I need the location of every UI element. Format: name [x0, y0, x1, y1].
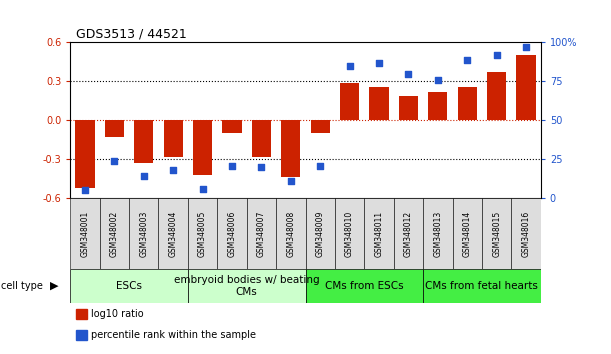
Bar	[70, 269, 188, 303]
Point	[433, 77, 443, 83]
Bar	[511, 198, 541, 269]
Point	[109, 158, 119, 164]
Text: cell type: cell type	[1, 281, 43, 291]
Bar	[423, 198, 453, 269]
Bar	[423, 269, 541, 303]
Bar	[100, 198, 129, 269]
Bar	[247, 198, 276, 269]
Point	[374, 60, 384, 65]
Bar	[516, 56, 536, 120]
Text: GSM348013: GSM348013	[433, 211, 442, 257]
Text: CMs from fetal hearts: CMs from fetal hearts	[425, 281, 538, 291]
Point	[227, 163, 237, 169]
Point	[80, 188, 90, 193]
Bar	[393, 198, 423, 269]
Text: GDS3513 / 44521: GDS3513 / 44521	[76, 28, 187, 41]
Text: GSM348007: GSM348007	[257, 210, 266, 257]
Bar	[281, 120, 301, 177]
Bar	[129, 198, 158, 269]
Bar	[487, 72, 506, 120]
Text: GSM348014: GSM348014	[463, 211, 472, 257]
Bar	[188, 269, 306, 303]
Point	[257, 164, 266, 170]
Point	[463, 57, 472, 62]
Text: GSM348006: GSM348006	[227, 210, 236, 257]
Bar	[428, 92, 447, 120]
Text: ESCs: ESCs	[116, 281, 142, 291]
Bar	[276, 198, 306, 269]
Text: GSM348012: GSM348012	[404, 211, 413, 257]
Bar	[306, 269, 423, 303]
Text: GSM348011: GSM348011	[375, 211, 384, 257]
Bar	[458, 87, 477, 120]
Text: embryoid bodies w/ beating
CMs: embryoid bodies w/ beating CMs	[174, 275, 320, 297]
Point	[492, 52, 502, 58]
Point	[521, 44, 531, 50]
Bar	[335, 198, 364, 269]
Point	[315, 163, 325, 169]
Text: percentile rank within the sample: percentile rank within the sample	[91, 330, 256, 340]
Bar	[158, 198, 188, 269]
Bar	[364, 198, 393, 269]
Bar	[134, 120, 153, 163]
Point	[286, 178, 296, 184]
Text: ▶: ▶	[49, 281, 58, 291]
Bar	[252, 120, 271, 157]
Text: log10 ratio: log10 ratio	[91, 309, 144, 319]
Text: GSM348002: GSM348002	[110, 211, 119, 257]
Text: GSM348009: GSM348009	[316, 210, 324, 257]
Text: GSM348004: GSM348004	[169, 210, 178, 257]
Bar	[75, 120, 95, 188]
Point	[139, 173, 148, 179]
Text: GSM348016: GSM348016	[522, 211, 530, 257]
Text: GSM348015: GSM348015	[492, 211, 501, 257]
Text: GSM348003: GSM348003	[139, 210, 148, 257]
Text: GSM348010: GSM348010	[345, 211, 354, 257]
Bar	[218, 198, 247, 269]
Bar	[70, 198, 100, 269]
Bar	[193, 120, 212, 175]
Bar	[482, 198, 511, 269]
Bar	[164, 120, 183, 157]
Text: GSM348005: GSM348005	[198, 210, 207, 257]
Point	[198, 186, 208, 192]
Bar	[188, 198, 218, 269]
Bar	[453, 198, 482, 269]
Point	[345, 63, 354, 69]
Point	[403, 71, 413, 76]
Text: GSM348008: GSM348008	[287, 211, 295, 257]
Text: CMs from ESCs: CMs from ESCs	[325, 281, 404, 291]
Bar	[222, 120, 241, 133]
Bar	[370, 87, 389, 120]
Point	[168, 167, 178, 173]
Text: GSM348001: GSM348001	[81, 211, 89, 257]
Bar	[340, 83, 359, 120]
Bar	[306, 198, 335, 269]
Bar	[105, 120, 124, 137]
Bar	[399, 96, 418, 120]
Bar	[310, 120, 330, 133]
